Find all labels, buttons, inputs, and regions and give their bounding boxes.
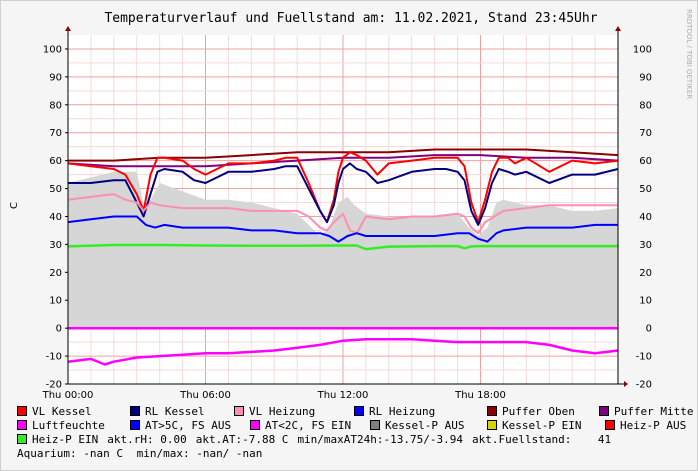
legend-item: Luftfeuchte [17,419,130,433]
y-tick-label-right: 80 [639,100,652,111]
y-tick-label-right: 40 [639,212,652,223]
legend-swatch [17,434,27,444]
legend-swatch [354,406,364,416]
legend-label: Kessel-P EIN [502,419,582,432]
legend-item: RL Heizung [354,405,487,419]
series-rl-kessel-line [68,162,619,226]
legend-item: Puffer Oben [487,405,599,419]
aquarium-row: Aquarium: -nan C min/max: -nan/ -nan [17,447,697,461]
legend-swatch [130,406,140,416]
series-vl-kessel-line [67,151,619,224]
y-tick-label: 80 [49,100,62,111]
at-minmax: min/maxAT24h:-13.75/-3.94 [297,433,464,446]
legend-swatch [17,420,27,430]
series-rl-heizung-line [67,215,618,243]
y-tick-label: -20 [46,380,62,391]
y-tick-label: 70 [49,128,62,139]
y-tick-label: 90 [49,72,62,83]
series-vl-heizung-line [67,193,618,235]
y-tick-label: -10 [46,352,62,363]
legend-label: AT>5C, FS AUS [145,419,232,432]
chart: Temperaturverlauf und Fuellstand am: 11.… [9,9,693,401]
legend-swatch [599,406,609,416]
legend-item: VL Heizung [234,405,354,419]
legend-item: Kessel-P EIN [487,419,605,433]
y-tick-label-right: -10 [636,352,652,363]
legend-swatch [605,420,615,430]
legend-label: Heiz-P EIN [32,433,99,446]
legend: VL Kessel RL Kessel VL Heizung RL Heizung Pu… [17,405,697,461]
legend-swatch [250,420,260,430]
y-tick-label-right: 100 [633,44,652,55]
fuellstand-value: akt.Fuellstand: 41 [472,433,612,446]
y-tick-label-right: 90 [639,72,652,83]
legend-swatch [487,420,497,430]
x-axis-arrow [624,381,628,387]
legend-label: RL Heizung [369,405,436,418]
y-axis-label: C [9,202,20,209]
legend-swatch [487,406,497,416]
rh-value: akt.rH: 0.00 [107,433,187,446]
y-tick-label-right: 60 [639,156,652,167]
y-tick-label: 60 [49,156,62,167]
y-tick-label-right: 50 [639,184,652,195]
legend-swatch [17,406,27,416]
y-tick-label: 30 [49,240,62,251]
y-axis-arrow-left [65,26,71,31]
y-tick-label: 50 [49,184,62,195]
series-luftfeuchte-line [67,338,619,366]
legend-item: Heiz-P AUS [605,419,686,433]
legend-label: VL Kessel [32,405,92,418]
legend-label: VL Heizung [249,405,316,418]
legend-row: Luftfeuchte AT>5C, FS AUS AT<2C, FS EIN Kes… [17,419,697,433]
legend-label: AT<2C, FS EIN [265,419,352,432]
y-tick-label-right: 70 [639,128,652,139]
watermark: RRDTOOL / TOBI OETIKER [685,9,693,99]
legend-item: Puffer Mitte [599,405,693,419]
legend-item: AT>5C, FS AUS [130,419,250,433]
y-tick-label: 10 [49,296,62,307]
legend-row: Heiz-P EIN akt.rH: 0.00 akt.AT:-7.88 C min/… [17,433,697,447]
legend-item: Kessel-P AUS [370,419,487,433]
legend-swatch [370,420,380,430]
y-tick-label: 40 [49,212,62,223]
chart-title: Temperaturverlauf und Fuellstand am: 11.… [104,11,597,26]
y-tick-label-right: -20 [636,380,652,391]
x-tick-label: Thu 06:00 [179,390,231,401]
y-tick-label-right: 20 [639,268,652,279]
y-tick-label: 20 [49,268,62,279]
legend-item: RL Kessel [130,405,234,419]
legend-label: RL Kessel [145,405,205,418]
legend-item: AT<2C, FS EIN [250,419,370,433]
aquarium-value: Aquarium: -nan C [17,447,123,460]
y-axis-arrow-right [615,26,621,31]
x-tick-label: Thu 00:00 [42,390,94,401]
y-tick-label-right: 0 [646,324,652,335]
y-tick-label: 100 [43,44,62,55]
legend-item: VL Kessel [17,405,130,419]
legend-item: Heiz-P EIN [17,433,98,447]
legend-label: Puffer Mitte [614,405,694,418]
y-tick-label-right: 10 [639,296,652,307]
y-tick-label: 0 [56,324,62,335]
legend-label: Heiz-P AUS [620,419,687,432]
y-tick-label-right: 30 [639,240,652,251]
x-tick-label: Thu 18:00 [454,390,506,401]
legend-swatch [234,406,244,416]
x-tick-label: Thu 12:00 [317,390,369,401]
legend-label: Kessel-P AUS [385,419,465,432]
legend-label: Puffer Oben [502,405,575,418]
at-value: akt.AT:-7.88 C [195,433,289,446]
legend-swatch [130,420,140,430]
legend-row: VL Kessel RL Kessel VL Heizung RL Heizung Pu… [17,405,697,419]
series-kessel-p-aus-area [68,171,618,329]
series-heiz-p-ein-line [67,243,618,251]
legend-label: Luftfeuchte [32,419,105,432]
aquarium-minmax: min/max: -nan/ -nan [136,447,263,460]
